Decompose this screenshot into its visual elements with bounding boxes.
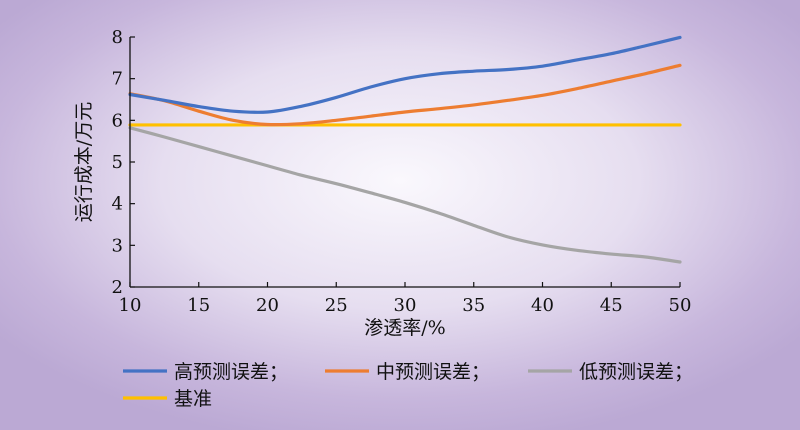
x-tick-label: 30 bbox=[394, 295, 417, 316]
x-tick-label: 15 bbox=[187, 295, 210, 316]
x-tick-label: 50 bbox=[669, 295, 692, 316]
medium-error-line bbox=[128, 63, 682, 127]
x-tick-label: 25 bbox=[325, 295, 348, 316]
series-lines bbox=[128, 35, 682, 264]
y-tick-label: 3 bbox=[112, 235, 123, 256]
legend-label: 中预测误差； bbox=[376, 361, 490, 383]
y-tick-label: 4 bbox=[112, 194, 123, 215]
y-tick-label: 6 bbox=[112, 110, 123, 131]
y-tick-label: 2 bbox=[112, 277, 123, 298]
legend-label: 高预测误差； bbox=[174, 361, 288, 383]
x-tick-label: 10 bbox=[119, 295, 142, 316]
y-axis-title: 运行成本/万元 bbox=[73, 102, 95, 222]
low-error-line bbox=[128, 126, 682, 264]
legend-label: 低预测误差； bbox=[579, 361, 693, 383]
y-tick-label: 5 bbox=[112, 152, 123, 173]
x-tick-label: 20 bbox=[256, 295, 279, 316]
legend-label: 基准 bbox=[174, 388, 212, 410]
axes bbox=[129, 37, 680, 288]
high-error-line bbox=[128, 35, 682, 114]
x-tick-label: 40 bbox=[531, 295, 554, 316]
x-axis-title: 渗透率/% bbox=[364, 317, 445, 339]
y-tick-label: 7 bbox=[112, 69, 123, 90]
x-tick-label: 35 bbox=[462, 295, 485, 316]
legend: 高预测误差； 中预测误差； 低预测误差； 基准 bbox=[123, 361, 693, 410]
y-tick-label: 8 bbox=[112, 27, 123, 48]
x-tick-label: 45 bbox=[600, 295, 623, 316]
